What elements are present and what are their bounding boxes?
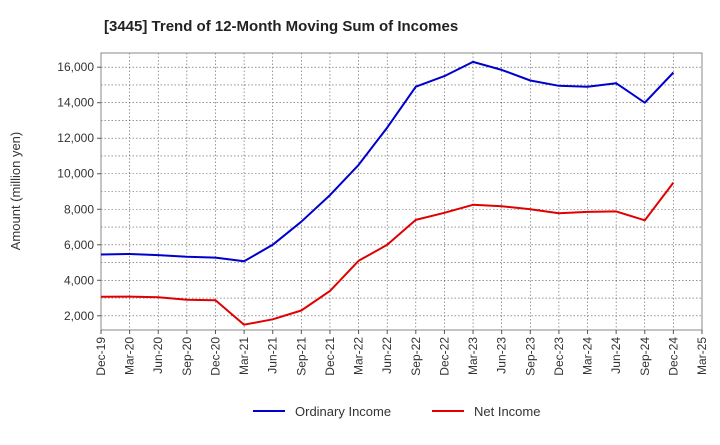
y-axis-label: Amount (million yen) bbox=[8, 132, 23, 251]
x-tick-label: Dec-22 bbox=[437, 337, 451, 376]
x-tick-label: Jun-24 bbox=[609, 337, 623, 374]
x-tick-label: Jun-22 bbox=[380, 337, 394, 374]
legend: Ordinary Income Net Income bbox=[253, 404, 540, 419]
legend-label-ordinary-income: Ordinary Income bbox=[295, 404, 391, 419]
x-tick-label: Dec-21 bbox=[323, 337, 337, 376]
y-tick-label: 8,000 bbox=[64, 202, 94, 216]
legend-label-net-income: Net Income bbox=[474, 404, 540, 419]
chart-title: [3445] Trend of 12-Month Moving Sum of I… bbox=[104, 18, 458, 35]
y-tick-label: 10,000 bbox=[57, 167, 94, 181]
series-layer bbox=[100, 60, 675, 326]
x-tick-label: Dec-24 bbox=[666, 337, 680, 376]
x-tick-label: Mar-22 bbox=[352, 337, 366, 375]
x-tick-label: Dec-19 bbox=[94, 337, 108, 376]
plot-frame bbox=[100, 52, 703, 331]
x-tick-label: Sep-20 bbox=[180, 337, 194, 376]
x-tick-label: Jun-23 bbox=[495, 337, 509, 374]
x-tick-label: Sep-24 bbox=[638, 337, 652, 376]
x-tick-label: Mar-24 bbox=[581, 337, 595, 375]
x-tick-label: Mar-25 bbox=[695, 337, 709, 375]
x-tick-label: Jun-20 bbox=[151, 337, 165, 374]
y-tick-label: 16,000 bbox=[57, 60, 94, 74]
x-tick-label: Dec-23 bbox=[552, 337, 566, 376]
x-tick-label: Mar-21 bbox=[237, 337, 251, 375]
y-tick-label: 12,000 bbox=[57, 131, 94, 145]
x-tick-label: Sep-21 bbox=[294, 337, 308, 376]
series-line-ordinary-income bbox=[100, 60, 675, 263]
x-tick-label: Dec-20 bbox=[208, 337, 222, 376]
x-tick-label: Sep-22 bbox=[409, 337, 423, 376]
x-tick-label: Sep-23 bbox=[523, 337, 537, 376]
y-tick-label: 14,000 bbox=[57, 96, 94, 110]
x-tick-label: Mar-20 bbox=[123, 337, 137, 375]
y-tick-label: 2,000 bbox=[64, 309, 94, 323]
y-tick-label: 6,000 bbox=[64, 238, 94, 252]
x-axis-ticks: Dec-19 Mar-20 Jun-20 Sep-20 Dec-20 Mar-21 Jun-… bbox=[94, 330, 709, 376]
grid-layer bbox=[100, 53, 703, 330]
y-axis-ticks: 2,000 4,000 6,000 8,000 10,000 12,000 14,000 16… bbox=[57, 60, 101, 323]
y-tick-label: 4,000 bbox=[64, 273, 94, 287]
x-tick-label: Mar-23 bbox=[466, 337, 480, 375]
series-line-net-income bbox=[100, 181, 675, 326]
x-tick-label: Jun-21 bbox=[266, 337, 280, 374]
